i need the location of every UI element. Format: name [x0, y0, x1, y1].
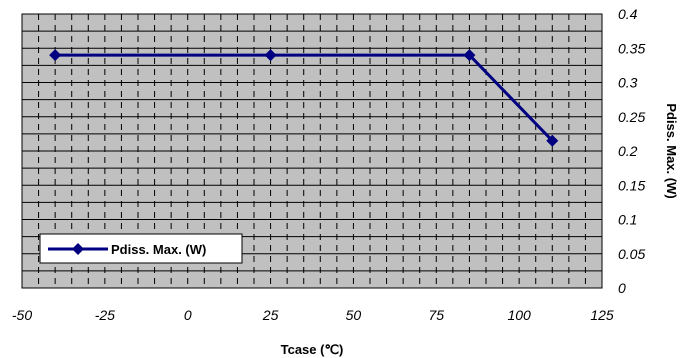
- y-tick-label: 0.05: [618, 246, 645, 262]
- x-tick-label: 25: [262, 307, 279, 323]
- legend-marker: [72, 243, 84, 255]
- x-tick-label: 75: [428, 307, 444, 323]
- y-tick-labels: 0 0.05 0.1 0.15 0.2 0.25 0.3 0.35 0.4: [618, 6, 645, 296]
- x-tick-label: 50: [346, 307, 362, 323]
- y-axis-title: Pdiss. Max. (W): [664, 103, 679, 198]
- y-tick-label: 0.3: [618, 75, 638, 91]
- data-point: [546, 134, 559, 147]
- data-point: [264, 49, 277, 62]
- x-tick-label: 125: [590, 307, 614, 323]
- x-tick-label: 0: [184, 307, 192, 323]
- x-axis-title: Tcase (℃): [281, 342, 344, 357]
- y-tick-label: 0.25: [618, 109, 645, 125]
- legend: Pdiss. Max. (W): [39, 233, 243, 264]
- y-tick-label: 0.35: [618, 40, 645, 56]
- y-tick-label: 0: [618, 280, 626, 296]
- x-tick-label: -50: [12, 307, 32, 323]
- data-point: [49, 49, 62, 62]
- y-tick-label: 0.4: [618, 6, 638, 22]
- data-point: [463, 49, 476, 62]
- x-tick-labels: -50 -25 0 25 50 75 100 125: [12, 307, 614, 323]
- legend-label: Pdiss. Max. (W): [111, 242, 206, 257]
- x-tick-label: 100: [507, 307, 531, 323]
- y-tick-label: 0.1: [618, 212, 637, 228]
- x-tick-label: -25: [95, 307, 115, 323]
- series-line: [55, 53, 554, 142]
- series-group: [49, 49, 559, 147]
- y-tick-label: 0.15: [618, 177, 645, 193]
- y-tick-label: 0.2: [618, 143, 638, 159]
